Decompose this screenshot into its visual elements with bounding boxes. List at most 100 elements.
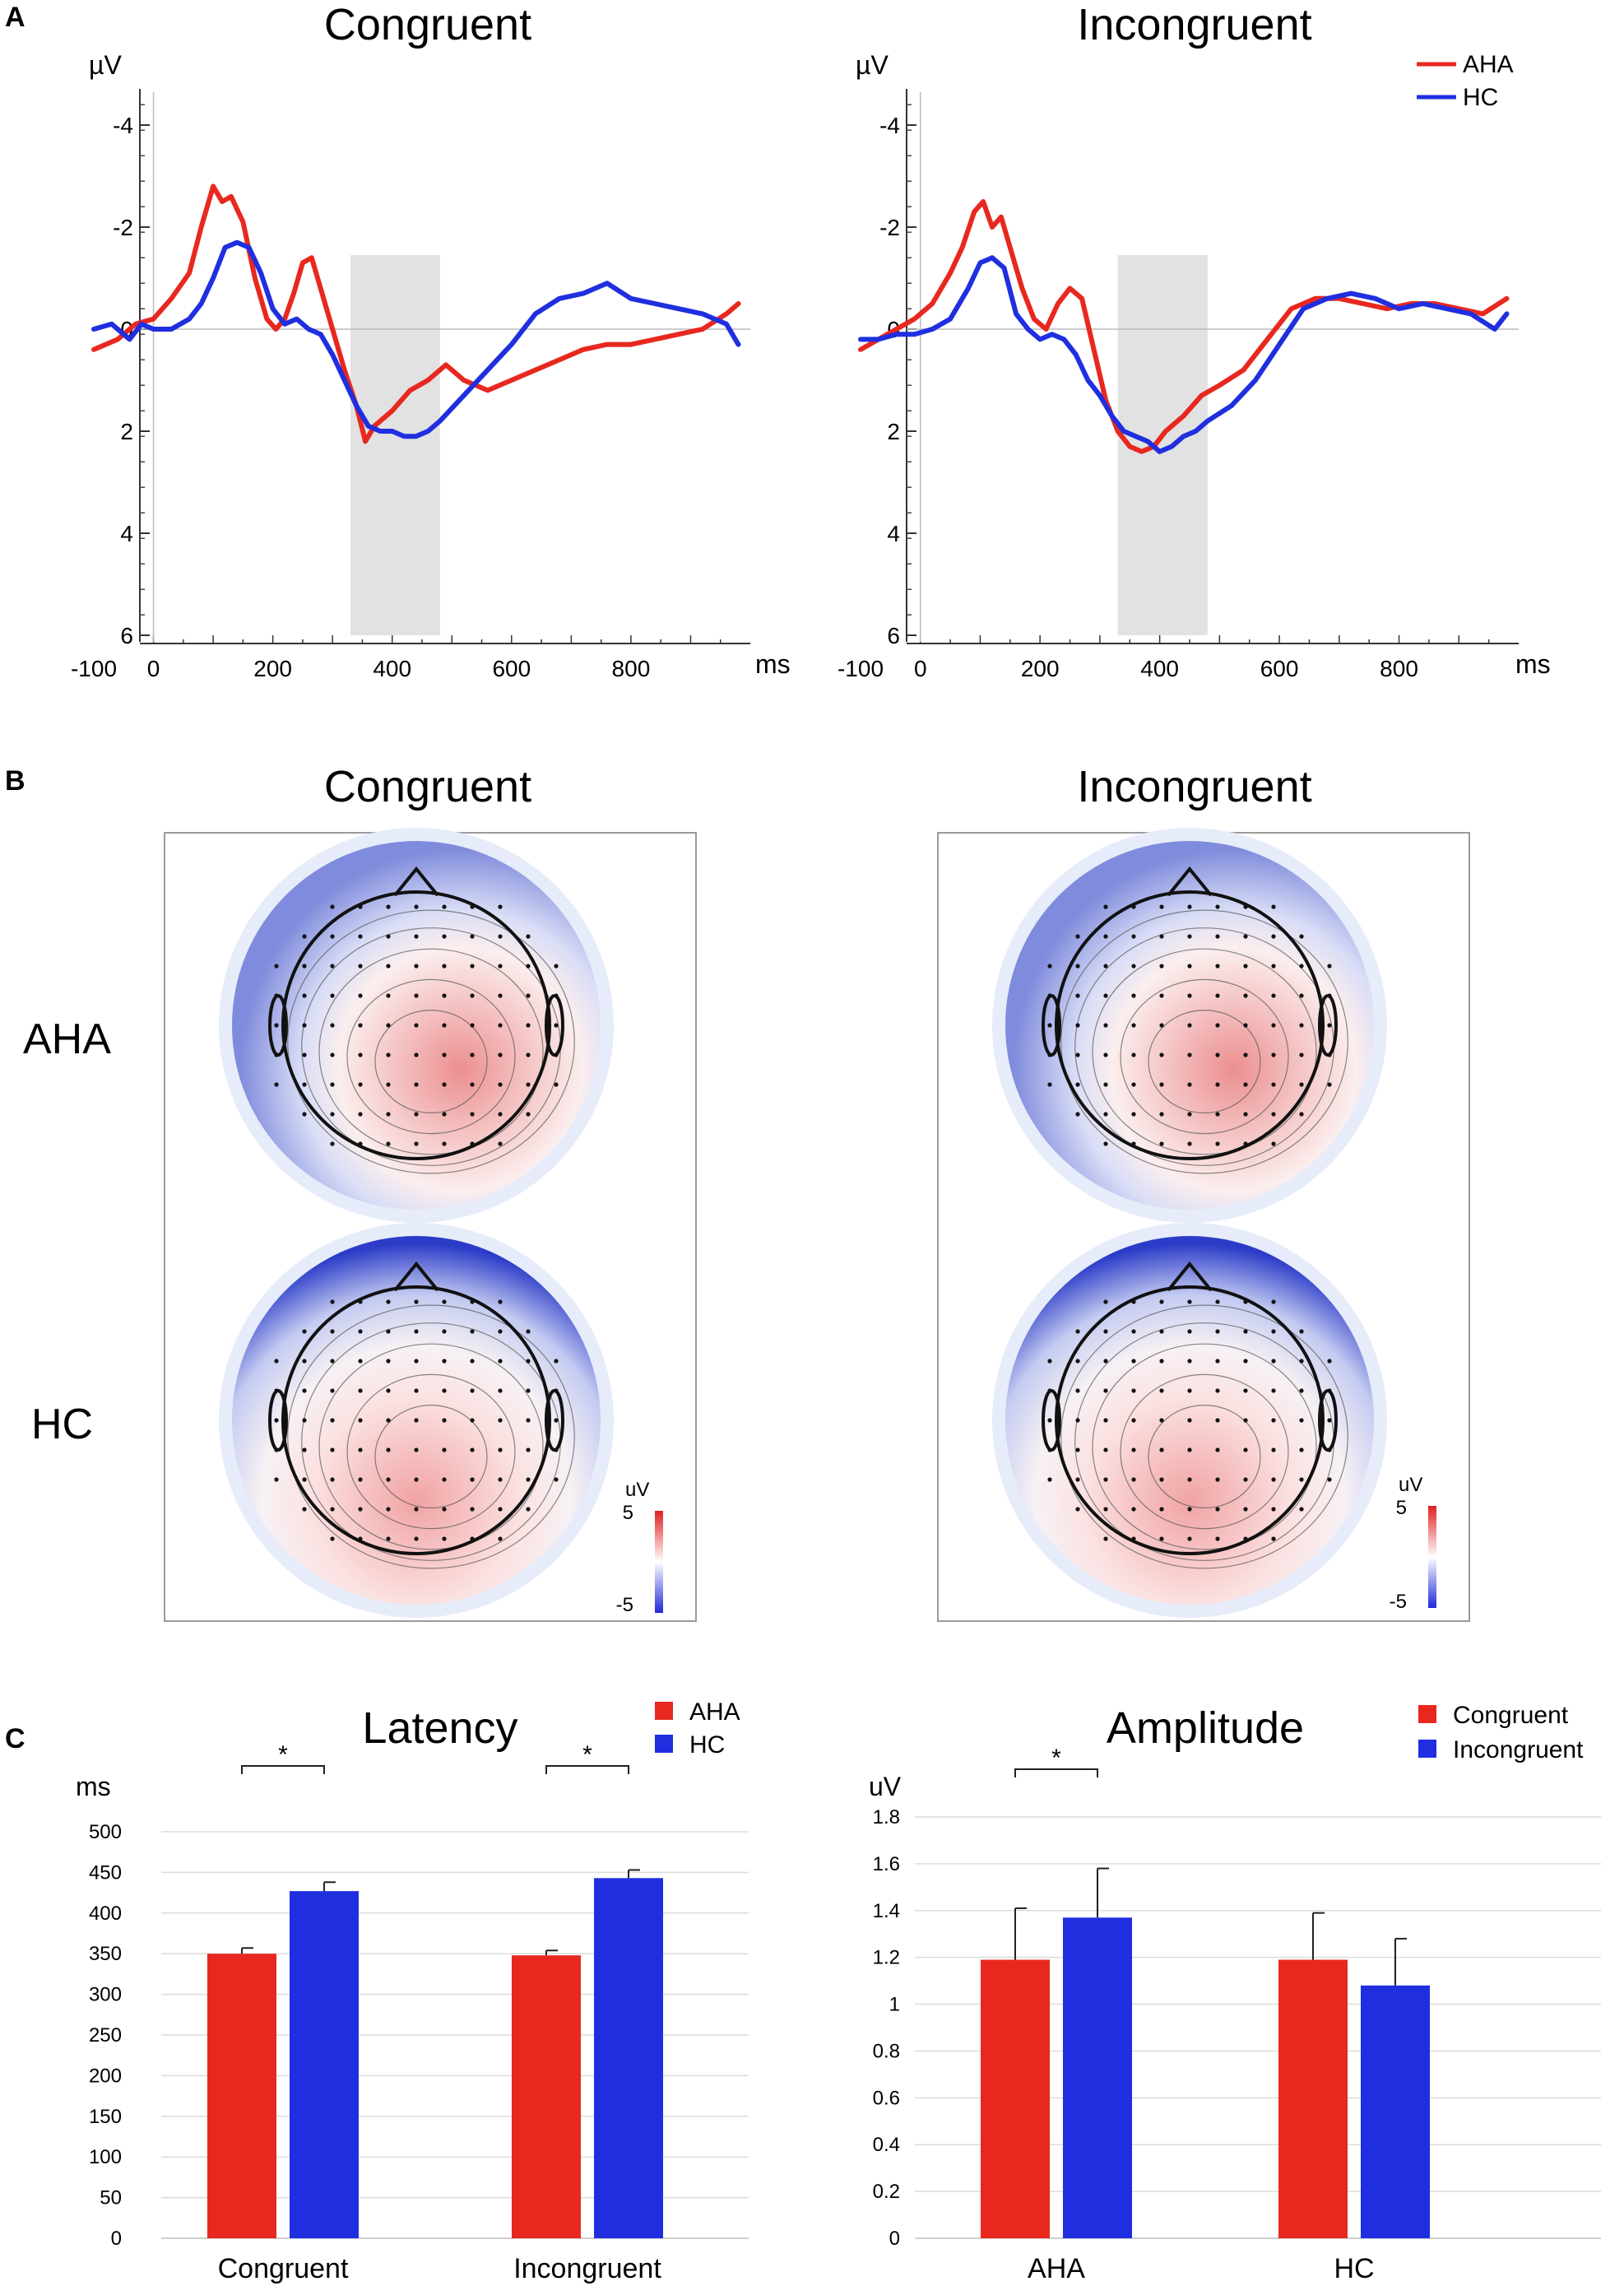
electrode-dot [1327, 1388, 1332, 1393]
x-tick-label-congruent: 200 [253, 656, 292, 681]
head-outline [281, 890, 551, 1160]
electrode-dot [442, 1477, 447, 1482]
category-label-latency: Congruent [218, 2253, 349, 2284]
bar-chart-latency: Latency ms 0 50 100 150 200 250 300 350 400 450 50… [76, 1703, 749, 2284]
electrode-dot [1215, 964, 1220, 969]
electrode-dot [470, 1052, 475, 1057]
electrode-dot [414, 993, 419, 998]
electrode-dot [1243, 1477, 1248, 1482]
electrode-dot [1131, 1536, 1136, 1541]
electrode-dot [386, 1359, 391, 1364]
y-tick-label-amplitude: 0.8 [873, 2040, 900, 2062]
electrode-dot [1159, 934, 1164, 939]
contour-line [346, 978, 516, 1135]
x-tick-label-incongruent: -100 [838, 656, 884, 681]
y-tick-label-congruent: -4 [113, 113, 133, 138]
bar-title-latency: Latency [362, 1703, 517, 1753]
electrode-dot [1159, 1447, 1164, 1452]
electrode-dot [1103, 1023, 1108, 1028]
electrode-dot [1131, 934, 1136, 939]
electrode-dot [554, 1082, 559, 1087]
electrode-dot [554, 1052, 559, 1057]
nose-outline [393, 1261, 439, 1292]
electrode-dot [1187, 964, 1192, 969]
electrode-dot [1047, 1023, 1052, 1028]
electrode-dot [1327, 1023, 1332, 1028]
electrode-dot [1327, 1359, 1332, 1364]
electrode-dot [1131, 964, 1136, 969]
electrode-dot [1271, 904, 1276, 909]
electrode-dot [1187, 1112, 1192, 1117]
electrode-dot [442, 1299, 447, 1304]
electrode-dot [1243, 1536, 1248, 1541]
electrode-dot [1271, 964, 1276, 969]
legend-swatch-incongruent [1418, 1740, 1436, 1758]
electrode-dot [1215, 1023, 1220, 1028]
nose-outline [393, 866, 439, 897]
y-tick-label-amplitude: 1.2 [873, 1947, 900, 1969]
legend-label-amplitude-congruent: Congruent [1453, 1702, 1569, 1729]
electrode-dot [358, 1329, 363, 1334]
electrode-dot [1243, 993, 1248, 998]
electrode-dot [358, 1359, 363, 1364]
electrode-dot [1075, 964, 1080, 969]
electrode-dot [358, 993, 363, 998]
electrode-dot [1103, 1359, 1108, 1364]
electrode-dot [526, 934, 531, 939]
legend-label-hc: HC [1463, 84, 1498, 111]
electrode-dot [330, 1082, 335, 1087]
y-tick-label-congruent: 2 [120, 419, 133, 444]
electrode-dot [274, 1359, 279, 1364]
electrode-dot [414, 1536, 419, 1541]
colorbar-min-congruent: -5 [616, 1594, 633, 1616]
electrode-dot [470, 1418, 475, 1423]
electrode-dot [1187, 1023, 1192, 1028]
electrode-dot [526, 1418, 531, 1423]
electrode-dot [554, 1388, 559, 1393]
contour-line [287, 1304, 575, 1569]
legend-label-latency-aha: AHA [689, 1698, 740, 1726]
electrode-dot [1187, 1536, 1192, 1541]
electrode-dot [330, 1418, 335, 1423]
bar-latency-aha-incongruent [512, 1955, 581, 2238]
topomap-congruent-aha [219, 828, 614, 1223]
electrode-dot [1271, 1052, 1276, 1057]
topo-row-label-aha: AHA [23, 1015, 111, 1063]
shaded-window-congruent [350, 255, 440, 635]
electrode-dot [1159, 904, 1164, 909]
electrode-dot [274, 1418, 279, 1423]
electrode-dot [470, 1359, 475, 1364]
contour-line [1148, 1404, 1261, 1508]
electrode-dot [1215, 1299, 1220, 1304]
electrode-dot [1047, 1388, 1052, 1393]
electrode-dot [1215, 904, 1220, 909]
topomap-incongruent-aha [992, 828, 1387, 1223]
electrode-dot [274, 1082, 279, 1087]
electrode-dot [386, 904, 391, 909]
contour-line [1120, 1373, 1289, 1530]
electrode-dot [1299, 964, 1304, 969]
electrode-dot [470, 1507, 475, 1512]
bar-latency-hc-incongruent [594, 1878, 663, 2238]
electrode-dot [1271, 1299, 1276, 1304]
electrode-dot [1075, 1418, 1080, 1423]
erp-line-aha-congruent [91, 184, 741, 444]
legend-swatch-congruent [1418, 1705, 1436, 1723]
category-label-amplitude: HC [1334, 2253, 1374, 2284]
contour-line [1060, 1304, 1348, 1569]
electrode-dot [554, 1477, 559, 1482]
electrode-dot [526, 1329, 531, 1334]
electrode-dot [526, 1052, 531, 1057]
electrode-dot [1159, 1388, 1164, 1393]
electrode-dot [330, 1023, 335, 1028]
electrode-dot [498, 1052, 503, 1057]
electrode-dot [1271, 934, 1276, 939]
electrode-dot [414, 1299, 419, 1304]
category-label-amplitude: AHA [1028, 2253, 1085, 2284]
electrode-dot [1243, 1418, 1248, 1423]
electrode-dot [1075, 1477, 1080, 1482]
electrode-dot [442, 1082, 447, 1087]
electrode-dot [526, 1359, 531, 1364]
electrode-dot [1075, 1447, 1080, 1452]
